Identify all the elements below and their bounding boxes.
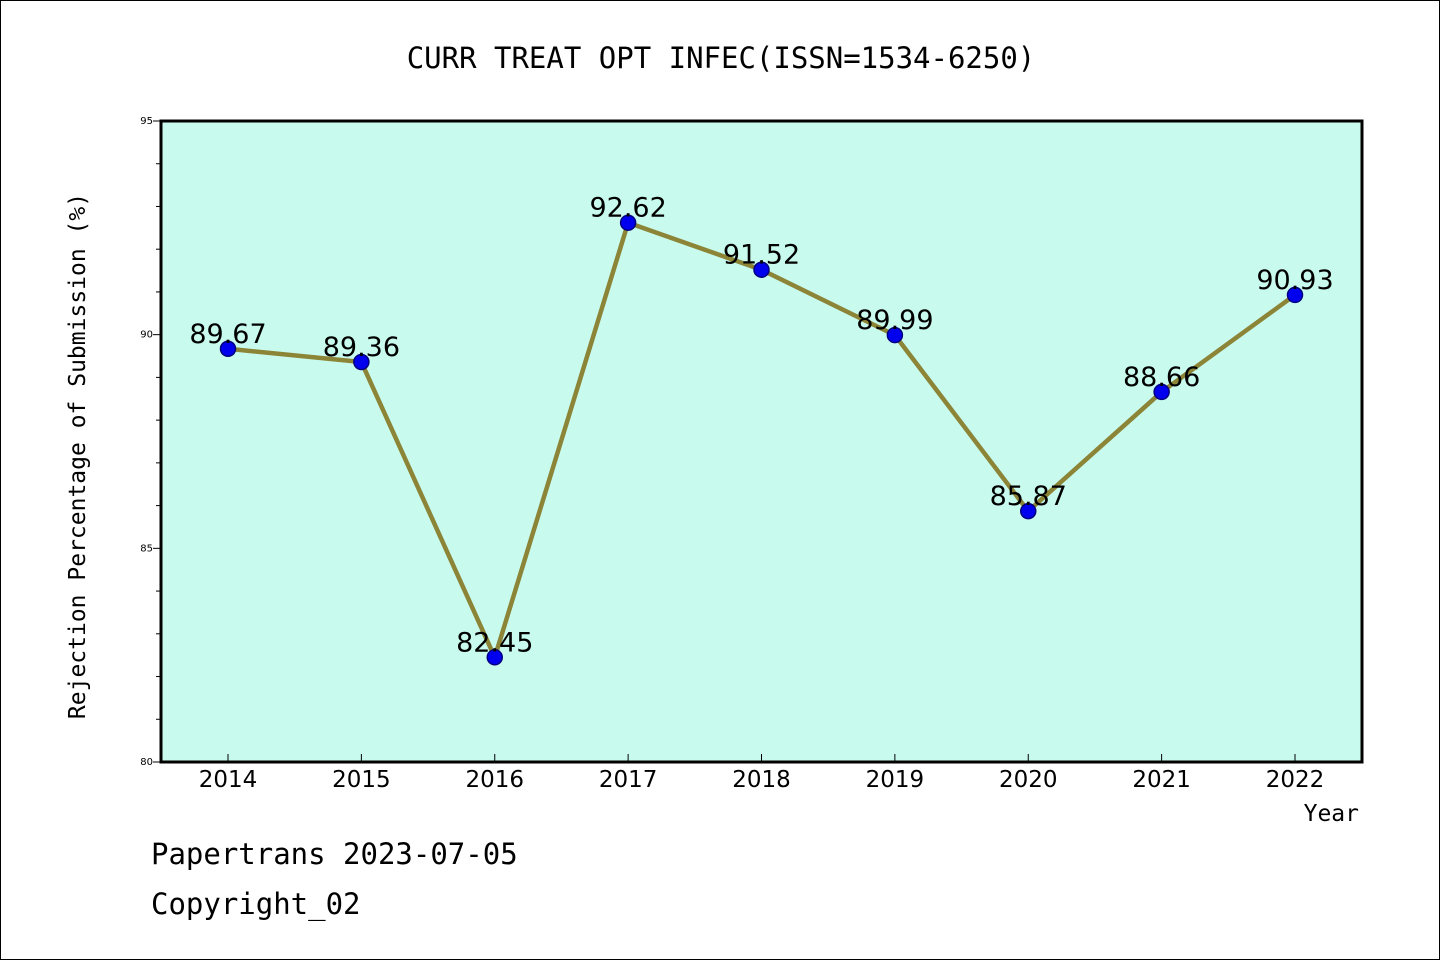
data-point xyxy=(1153,383,1170,401)
data-label: 89.36 xyxy=(323,332,400,363)
y-tick-label: 80 xyxy=(140,757,153,768)
y-tick-label: 95 xyxy=(140,116,153,127)
x-tick-label: 2019 xyxy=(866,767,925,793)
x-tick-label: 2014 xyxy=(199,767,258,793)
footer-date-text: Papertrans 2023-07-05 xyxy=(151,837,518,871)
data-label: 88.66 xyxy=(1123,362,1200,393)
data-labels: 89.67 89.36 82.45 92.62 91.52 89.99 85.87 88.66… xyxy=(189,193,1333,659)
data-label: 89.99 xyxy=(856,305,933,336)
x-tick-label: 2017 xyxy=(599,767,658,793)
x-tick-label: 2018 xyxy=(732,767,791,793)
x-axis: 2014 2015 2016 2017 2018 2019 2020 2021 2022 xyxy=(199,754,1325,793)
data-point xyxy=(353,353,370,371)
data-label: 92.62 xyxy=(589,193,666,224)
series-markers xyxy=(219,214,1304,666)
data-label: 85.87 xyxy=(990,481,1067,512)
chart-title: CURR TREAT OPT INFEC(ISSN=1534-6250) xyxy=(407,41,1036,75)
plot-area xyxy=(159,119,1364,764)
data-point xyxy=(1020,502,1037,520)
x-tick-label: 2015 xyxy=(332,767,391,793)
x-axis-label: Year xyxy=(1304,801,1359,827)
y-axis-label: Rejection Percentage of Submission (%) xyxy=(65,193,91,719)
y-axis: 80 85 90 95 xyxy=(140,116,161,768)
data-point xyxy=(219,340,237,358)
data-point xyxy=(619,214,637,231)
data-point xyxy=(1286,286,1304,304)
data-point xyxy=(753,261,770,278)
data-label: 89.67 xyxy=(189,319,266,350)
data-point xyxy=(486,649,503,666)
data-point xyxy=(886,326,904,344)
x-tick-label: 2016 xyxy=(465,767,524,793)
y-tick-label: 90 xyxy=(140,330,153,341)
x-tick-label: 2021 xyxy=(1132,767,1191,793)
data-label: 91.52 xyxy=(723,240,800,271)
x-tick-label: 2022 xyxy=(1266,767,1325,793)
footer-copyright-text: Copyright_02 xyxy=(151,887,361,921)
data-label: 90.93 xyxy=(1256,265,1333,296)
y-tick-label: 85 xyxy=(140,543,153,554)
data-label: 82.45 xyxy=(456,627,533,658)
x-tick-label: 2020 xyxy=(999,767,1058,793)
